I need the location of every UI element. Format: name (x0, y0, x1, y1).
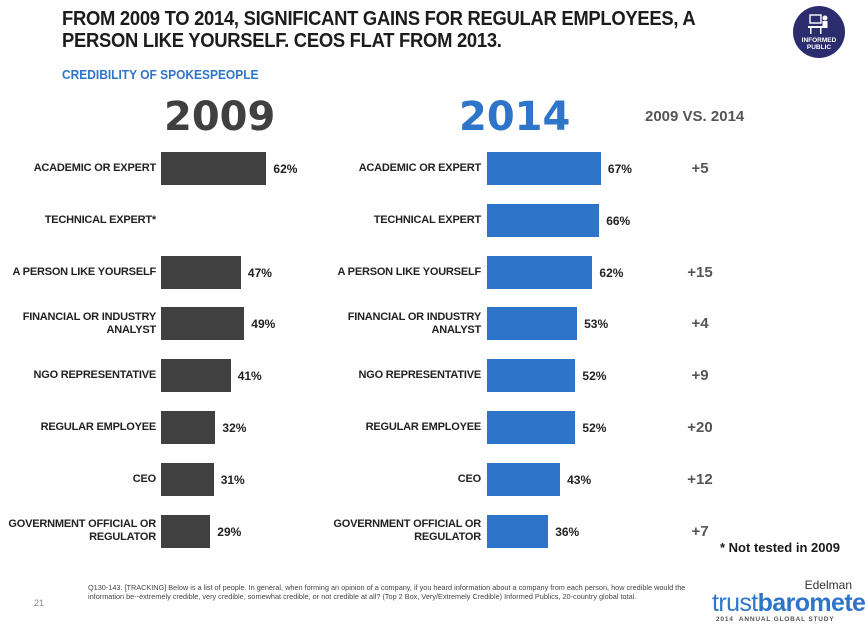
bar-2014 (487, 359, 576, 393)
difference-value: +5 (691, 160, 709, 177)
chart-2014-title: 2014 (459, 94, 571, 140)
category-label-2014: ACADEMIC OR EXPERT (358, 162, 482, 174)
bar-2014 (487, 462, 561, 496)
category-label-2014: TECHNICAL EXPERT (373, 213, 481, 226)
value-label-2014: 53% (584, 317, 609, 332)
bar-2009 (161, 255, 241, 289)
footnote: Q130-143. [TRACKING] Below is a list of … (88, 583, 686, 601)
page-subtitle: CREDIBILITY OF SPOKESPEOPLE (62, 67, 259, 82)
value-label-2014: 52% (582, 421, 607, 435)
category-label-2014: NGO REPRESENTATIVE (358, 369, 481, 382)
value-label-2009: 31% (220, 472, 245, 487)
bar-2009 (161, 514, 211, 548)
value-label-2009: 41% (237, 369, 262, 384)
value-label-2014: 36% (555, 524, 580, 539)
value-label-2014: 62% (599, 265, 624, 280)
informed-public-badge: INFORMED PUBLIC (793, 6, 845, 58)
category-label-2009: FINANCIAL OR INDUSTRY ANALYST (22, 310, 157, 336)
value-label-2009: 49% (251, 317, 276, 332)
badge-label: INFORMED PUBLIC (801, 37, 837, 51)
bar-2014 (487, 203, 600, 237)
bar-2009 (161, 359, 231, 393)
not-tested-note: * Not tested in 2009 (720, 540, 840, 555)
brand-top: Edelman (804, 578, 852, 592)
category-label-2014: REGULAR EMPLOYEE (365, 421, 482, 433)
difference-value: +12 (687, 470, 713, 488)
value-label-2009: 32% (222, 421, 247, 435)
brand-sub-text: ANNUAL GLOBAL STUDY (738, 616, 835, 623)
category-label-2014: FINANCIAL OR INDUSTRY ANALYST (347, 310, 482, 336)
difference-value: +9 (691, 367, 709, 385)
page-title: FROM 2009 TO 2014, SIGNIFICANT GAINS FOR… (62, 8, 695, 52)
category-label-2014: GOVERNMENT OFFICIAL OR REGULATOR (333, 518, 481, 544)
page-number: 21 (34, 598, 45, 608)
category-label-2009: REGULAR EMPLOYEE (40, 421, 157, 433)
category-label-2009: CEO (132, 472, 156, 485)
category-label-2009: ACADEMIC OR EXPERT (33, 162, 157, 174)
brand-main: trustbarometer (712, 589, 865, 618)
value-label-2009: 47% (247, 265, 272, 280)
value-label-2014: 67% (607, 162, 632, 176)
brand-main-bold: barometer (757, 589, 865, 617)
chart-2009-title: 2009 (164, 94, 276, 140)
bar-2014 (487, 514, 549, 548)
value-label-2009: 29% (217, 524, 242, 539)
difference-value: +7 (691, 522, 709, 540)
comparison-title: 2009 VS. 2014 (645, 108, 745, 125)
brand-year: 2014 (716, 616, 734, 623)
bar-2009 (161, 307, 245, 341)
difference-value: +15 (687, 263, 713, 281)
brand-main-light: trust (712, 589, 758, 617)
category-label-2009: NGO REPRESENTATIVE (33, 369, 156, 382)
bar-2014 (487, 152, 601, 185)
bar-2009 (161, 152, 267, 185)
difference-value: +20 (687, 419, 713, 436)
value-label-2009: 62% (273, 162, 298, 176)
category-label-2014: CEO (457, 472, 481, 485)
bar-2014 (487, 411, 576, 444)
bar-2009 (161, 462, 214, 496)
value-label-2014: 66% (606, 213, 631, 228)
category-label-2009: TECHNICAL EXPERT* (44, 213, 157, 226)
category-label-2009: GOVERNMENT OFFICIAL OR REGULATOR (8, 518, 156, 544)
category-label-2009: A PERSON LIKE YOURSELF (12, 265, 156, 278)
person-at-desk-icon (808, 14, 828, 34)
brand-sub: 2014 ANNUAL GLOBAL STUDY (716, 616, 834, 623)
bar-2009 (161, 411, 216, 444)
bar-2014 (487, 255, 593, 289)
category-label-2014: A PERSON LIKE YOURSELF (337, 265, 481, 278)
value-label-2014: 43% (567, 472, 592, 487)
trustbarometer-logo: Edelman trustbarometer 2014 ANNUAL GLOBA… (712, 578, 865, 626)
difference-value: +4 (691, 315, 709, 333)
bar-2014 (487, 307, 578, 341)
value-label-2014: 52% (582, 369, 607, 384)
